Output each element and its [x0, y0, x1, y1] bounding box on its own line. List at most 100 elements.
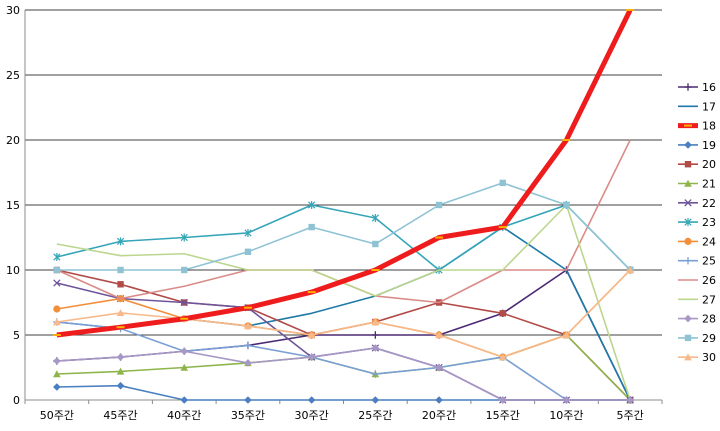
- legend-label: 17: [702, 100, 716, 113]
- series-23-point: [244, 228, 252, 237]
- series-20-point: [117, 281, 124, 288]
- series-29-point: [53, 266, 61, 274]
- legend-marker: [684, 334, 692, 342]
- series-28: [53, 344, 634, 404]
- series-29-point: [181, 266, 188, 274]
- series-22-line: [56, 282, 631, 401]
- series-24-point: [53, 305, 61, 313]
- series-29-line: [56, 182, 631, 271]
- y-tick-label: 15: [6, 199, 20, 212]
- x-tick-label: 5주간: [617, 409, 644, 422]
- legend-label: 16: [702, 81, 716, 94]
- series-30-point: [562, 331, 571, 339]
- series-29-point: [117, 266, 124, 274]
- series-30-point: [53, 318, 61, 326]
- x-tick-label: 25주간: [358, 409, 392, 422]
- series-29-point: [308, 223, 315, 231]
- legend-marker: [684, 353, 692, 361]
- legend-marker: [684, 141, 692, 149]
- legend-item-27: 27: [678, 293, 716, 306]
- legend-item-23: 23: [678, 216, 716, 229]
- legend: 16 17 18 19 20 21 22 23 24 25 26 27 28 29 30: [678, 81, 716, 364]
- legend-marker: [684, 199, 692, 207]
- series-25-line: [56, 321, 631, 401]
- legend-label: 30: [702, 351, 716, 364]
- legend-label: 26: [702, 274, 716, 287]
- legend-item-18: 18: [678, 120, 716, 133]
- legend-marker: [684, 314, 692, 323]
- series-19-point: [180, 396, 189, 404]
- axes: 0 5 10 15 20 25 30 50주간 45주간 40주간 35주간 30주간 25주간 20주간…: [6, 4, 663, 422]
- legend-item-29: 29: [678, 332, 716, 345]
- legend-item-30: 30: [678, 351, 716, 364]
- series-28-point: [180, 347, 189, 356]
- y-tick-label: 5: [13, 329, 20, 342]
- series-28-point: [371, 344, 380, 352]
- legend-item-24: 24: [678, 235, 716, 248]
- series-19-point: [371, 396, 380, 404]
- series-29-point: [563, 201, 570, 209]
- legend-marker: [684, 179, 692, 187]
- legend-label: 28: [702, 313, 716, 326]
- series-28-point: [498, 396, 507, 404]
- legend-marker: [684, 257, 692, 265]
- series-23-line: [56, 204, 631, 271]
- x-tick-label: 20주간: [422, 409, 456, 422]
- y-tick-label: 20: [6, 134, 20, 147]
- legend-label: 20: [702, 158, 716, 171]
- legend-label: 23: [702, 216, 716, 229]
- series-28-point: [244, 359, 252, 367]
- series-19-point: [116, 381, 125, 390]
- series-19-point: [53, 383, 61, 391]
- series-28-point: [116, 353, 125, 361]
- series-30-point: [371, 318, 380, 326]
- legend-item-26: 26: [678, 274, 716, 287]
- series-17: [56, 226, 631, 401]
- series-21-point: [53, 370, 61, 378]
- x-tick-label: 30주간: [295, 409, 329, 422]
- series-30-point: [435, 331, 443, 339]
- x-tick-label: 15주간: [486, 409, 520, 422]
- series-29-point: [435, 201, 443, 209]
- series-group: [52, 8, 635, 404]
- series-30-point: [498, 353, 507, 361]
- legend-label: 22: [702, 197, 716, 210]
- legend-item-19: 19: [678, 139, 716, 152]
- series-19-point: [244, 396, 252, 404]
- series-28-point: [53, 357, 61, 365]
- legend-item-21: 21: [678, 178, 716, 191]
- series-30-point: [244, 322, 252, 330]
- legend-label: 25: [702, 255, 716, 268]
- series-18-line: [56, 8, 633, 338]
- legend-item-20: 20: [678, 158, 716, 171]
- series-16-point: [371, 331, 380, 339]
- series-29-point: [372, 240, 379, 248]
- legend-item-16: 16: [678, 81, 716, 94]
- series-25-point: [244, 341, 252, 350]
- x-tick-label: 10주간: [549, 409, 583, 422]
- legend-marker: [684, 218, 692, 227]
- legend-label: 18: [702, 120, 716, 133]
- x-tick-label: 40주간: [167, 409, 201, 422]
- series-23-point: [53, 253, 61, 261]
- y-tick-label: 30: [6, 4, 20, 17]
- series-25-point: [371, 370, 380, 378]
- legend-label: 24: [702, 235, 716, 248]
- series-29-point: [244, 248, 252, 255]
- series-23-point: [180, 233, 188, 242]
- legend-marker: [684, 161, 692, 168]
- legend-marker: [684, 83, 692, 91]
- series-30-point: [626, 266, 634, 274]
- legend-item-25: 25: [678, 255, 716, 268]
- legend-item-22: 22: [678, 197, 716, 210]
- series-20-point: [499, 310, 506, 317]
- legend-label: 27: [702, 293, 716, 306]
- series-28-line: [56, 347, 631, 401]
- legend-item-28: 28: [678, 313, 716, 326]
- y-tick-label: 25: [6, 69, 20, 82]
- series-19-point: [307, 396, 316, 404]
- series-19-line: [56, 384, 631, 401]
- series-28-point: [435, 363, 443, 372]
- series-26: [56, 139, 631, 304]
